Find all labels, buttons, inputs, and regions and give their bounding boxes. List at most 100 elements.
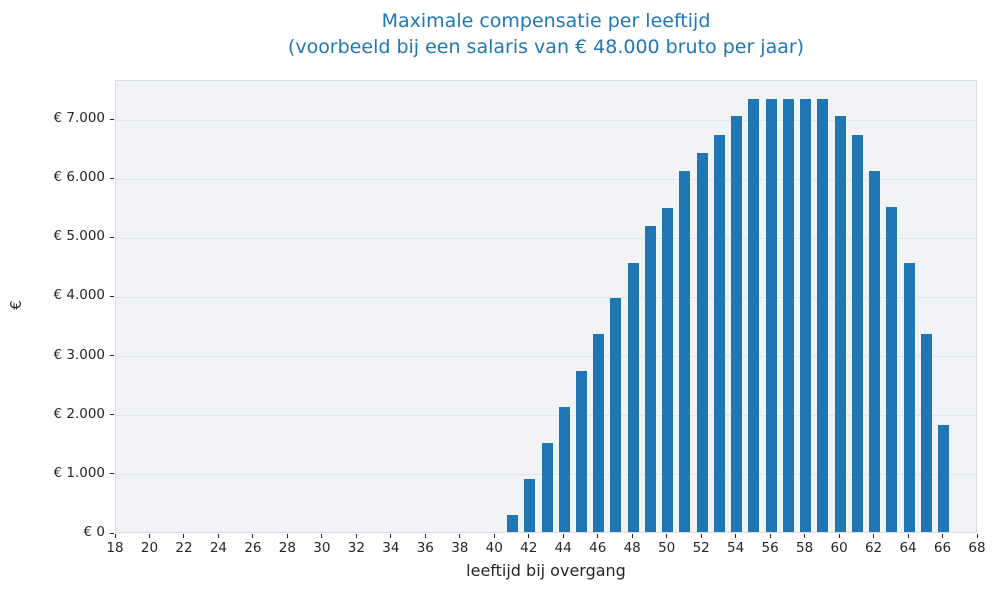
x-tick-mark-22	[183, 534, 185, 538]
y-tick-label-2000: € 2.000	[53, 405, 105, 422]
x-tick-label-66: 66	[933, 540, 952, 556]
bar-age-41	[507, 515, 519, 532]
x-tick-label-24: 24	[209, 540, 228, 556]
bar-age-55	[748, 98, 760, 532]
bar-age-63	[886, 207, 898, 532]
x-tick-mark-36	[424, 534, 426, 538]
x-tick-mark-20	[148, 534, 150, 538]
x-tick-mark-68	[976, 534, 978, 538]
y-tick-label-3000: € 3.000	[53, 346, 105, 363]
x-tick-mark-24	[217, 534, 219, 538]
x-tick-mark-50	[666, 534, 668, 538]
x-tick-label-62: 62	[864, 540, 883, 556]
x-tick-mark-54	[735, 534, 737, 538]
x-tick-mark-56	[769, 534, 771, 538]
chart-title: Maximale compensatie per leeftijd (voorb…	[115, 8, 977, 60]
x-tick-label-60: 60	[830, 540, 848, 556]
x-tick-label-68: 68	[968, 540, 986, 556]
bar-age-54	[731, 116, 743, 532]
x-tick-mark-44	[562, 534, 564, 538]
bar-age-47	[610, 298, 622, 532]
bar-age-48	[627, 262, 639, 532]
y-tick-label-0: € 0	[83, 524, 105, 540]
x-tick-mark-34	[390, 534, 392, 538]
x-tick-label-32: 32	[347, 540, 365, 556]
bar-age-59	[817, 98, 829, 532]
y-tick-mark-7000	[110, 118, 114, 120]
bar-age-66	[938, 424, 950, 532]
x-tick-mark-28	[286, 534, 288, 538]
x-tick-label-48: 48	[623, 540, 641, 556]
bar-age-51	[679, 171, 691, 532]
gridline-5000	[116, 237, 976, 239]
x-tick-mark-62	[873, 534, 875, 538]
x-tick-mark-60	[838, 534, 840, 538]
x-tick-label-30: 30	[313, 540, 331, 556]
x-tick-mark-30	[321, 534, 323, 538]
bar-age-60	[834, 116, 846, 532]
x-tick-label-34: 34	[382, 540, 400, 556]
bar-age-52	[696, 152, 708, 532]
bar-age-45	[575, 370, 587, 532]
y-tick-mark-4000	[110, 295, 114, 297]
x-tick-label-56: 56	[761, 540, 779, 556]
x-tick-label-22: 22	[175, 540, 193, 556]
y-tick-label-1000: € 1.000	[53, 464, 105, 481]
x-tick-mark-40	[493, 534, 495, 538]
gridline-3000	[116, 356, 976, 358]
bar-age-44	[558, 406, 570, 532]
x-tick-label-64: 64	[899, 540, 917, 556]
x-axis-ticks: 18 20 22 24 26 28 30 32 34 36 38 40 42 44 46 48 50 52 54 56…	[106, 533, 986, 593]
y-tick-label-4000: € 4.000	[53, 287, 105, 304]
x-tick-label-20: 20	[140, 540, 159, 556]
bar-age-64	[903, 262, 915, 532]
x-tick-mark-52	[700, 534, 702, 538]
x-tick-label-42: 42	[520, 540, 538, 556]
gridline-6000	[116, 178, 976, 180]
gridline-7000	[116, 119, 976, 121]
x-tick-label-40: 40	[485, 540, 503, 556]
x-tick-label-52: 52	[692, 540, 710, 556]
x-tick-mark-26	[252, 534, 254, 538]
x-tick-mark-46	[597, 534, 599, 538]
y-tick-mark-3000	[110, 355, 114, 357]
y-tick-label-7000: € 7.000	[53, 110, 105, 127]
chart-title-line1: Maximale compensatie per leeftijd	[381, 10, 711, 32]
y-tick-label-6000: € 6.000	[53, 169, 105, 186]
bar-age-61	[851, 134, 863, 532]
plot-area	[115, 80, 977, 533]
bar-age-42	[524, 479, 536, 532]
y-tick-mark-5000	[110, 236, 114, 238]
y-axis-label: €	[7, 300, 25, 310]
bar-age-43	[541, 442, 553, 532]
x-tick-mark-32	[355, 534, 357, 538]
x-tick-label-36: 36	[416, 540, 434, 556]
y-axis-ticks: € 0 € 1.000 € 2.000 € 3.000 € 4.000 € 5.000 € …	[0, 80, 115, 540]
gridline-2000	[116, 415, 976, 417]
x-tick-mark-38	[459, 534, 461, 538]
bar-age-57	[782, 98, 794, 532]
bar-age-56	[765, 98, 777, 532]
x-tick-mark-42	[528, 534, 530, 538]
x-axis-label: leeftijd bij overgang	[466, 561, 626, 580]
x-tick-label-28: 28	[278, 540, 296, 556]
x-tick-label-18: 18	[106, 540, 124, 556]
x-tick-label-58: 58	[796, 540, 814, 556]
x-tick-mark-58	[804, 534, 806, 538]
gridline-4000	[116, 296, 976, 298]
x-tick-label-26: 26	[244, 540, 262, 556]
x-tick-mark-64	[907, 534, 909, 538]
chart-title-line2: (voorbeeld bij een salaris van € 48.000 …	[287, 36, 805, 58]
bar-age-46	[593, 334, 605, 532]
bar-age-58	[800, 98, 812, 532]
y-tick-mark-0	[110, 532, 114, 534]
x-tick-label-54: 54	[727, 540, 745, 556]
bar-age-65	[920, 334, 932, 532]
bar-age-62	[869, 171, 881, 532]
bar-age-49	[644, 225, 656, 532]
x-tick-mark-66	[942, 534, 944, 538]
x-tick-label-46: 46	[589, 540, 607, 556]
x-tick-mark-48	[631, 534, 633, 538]
y-tick-mark-2000	[110, 414, 114, 416]
